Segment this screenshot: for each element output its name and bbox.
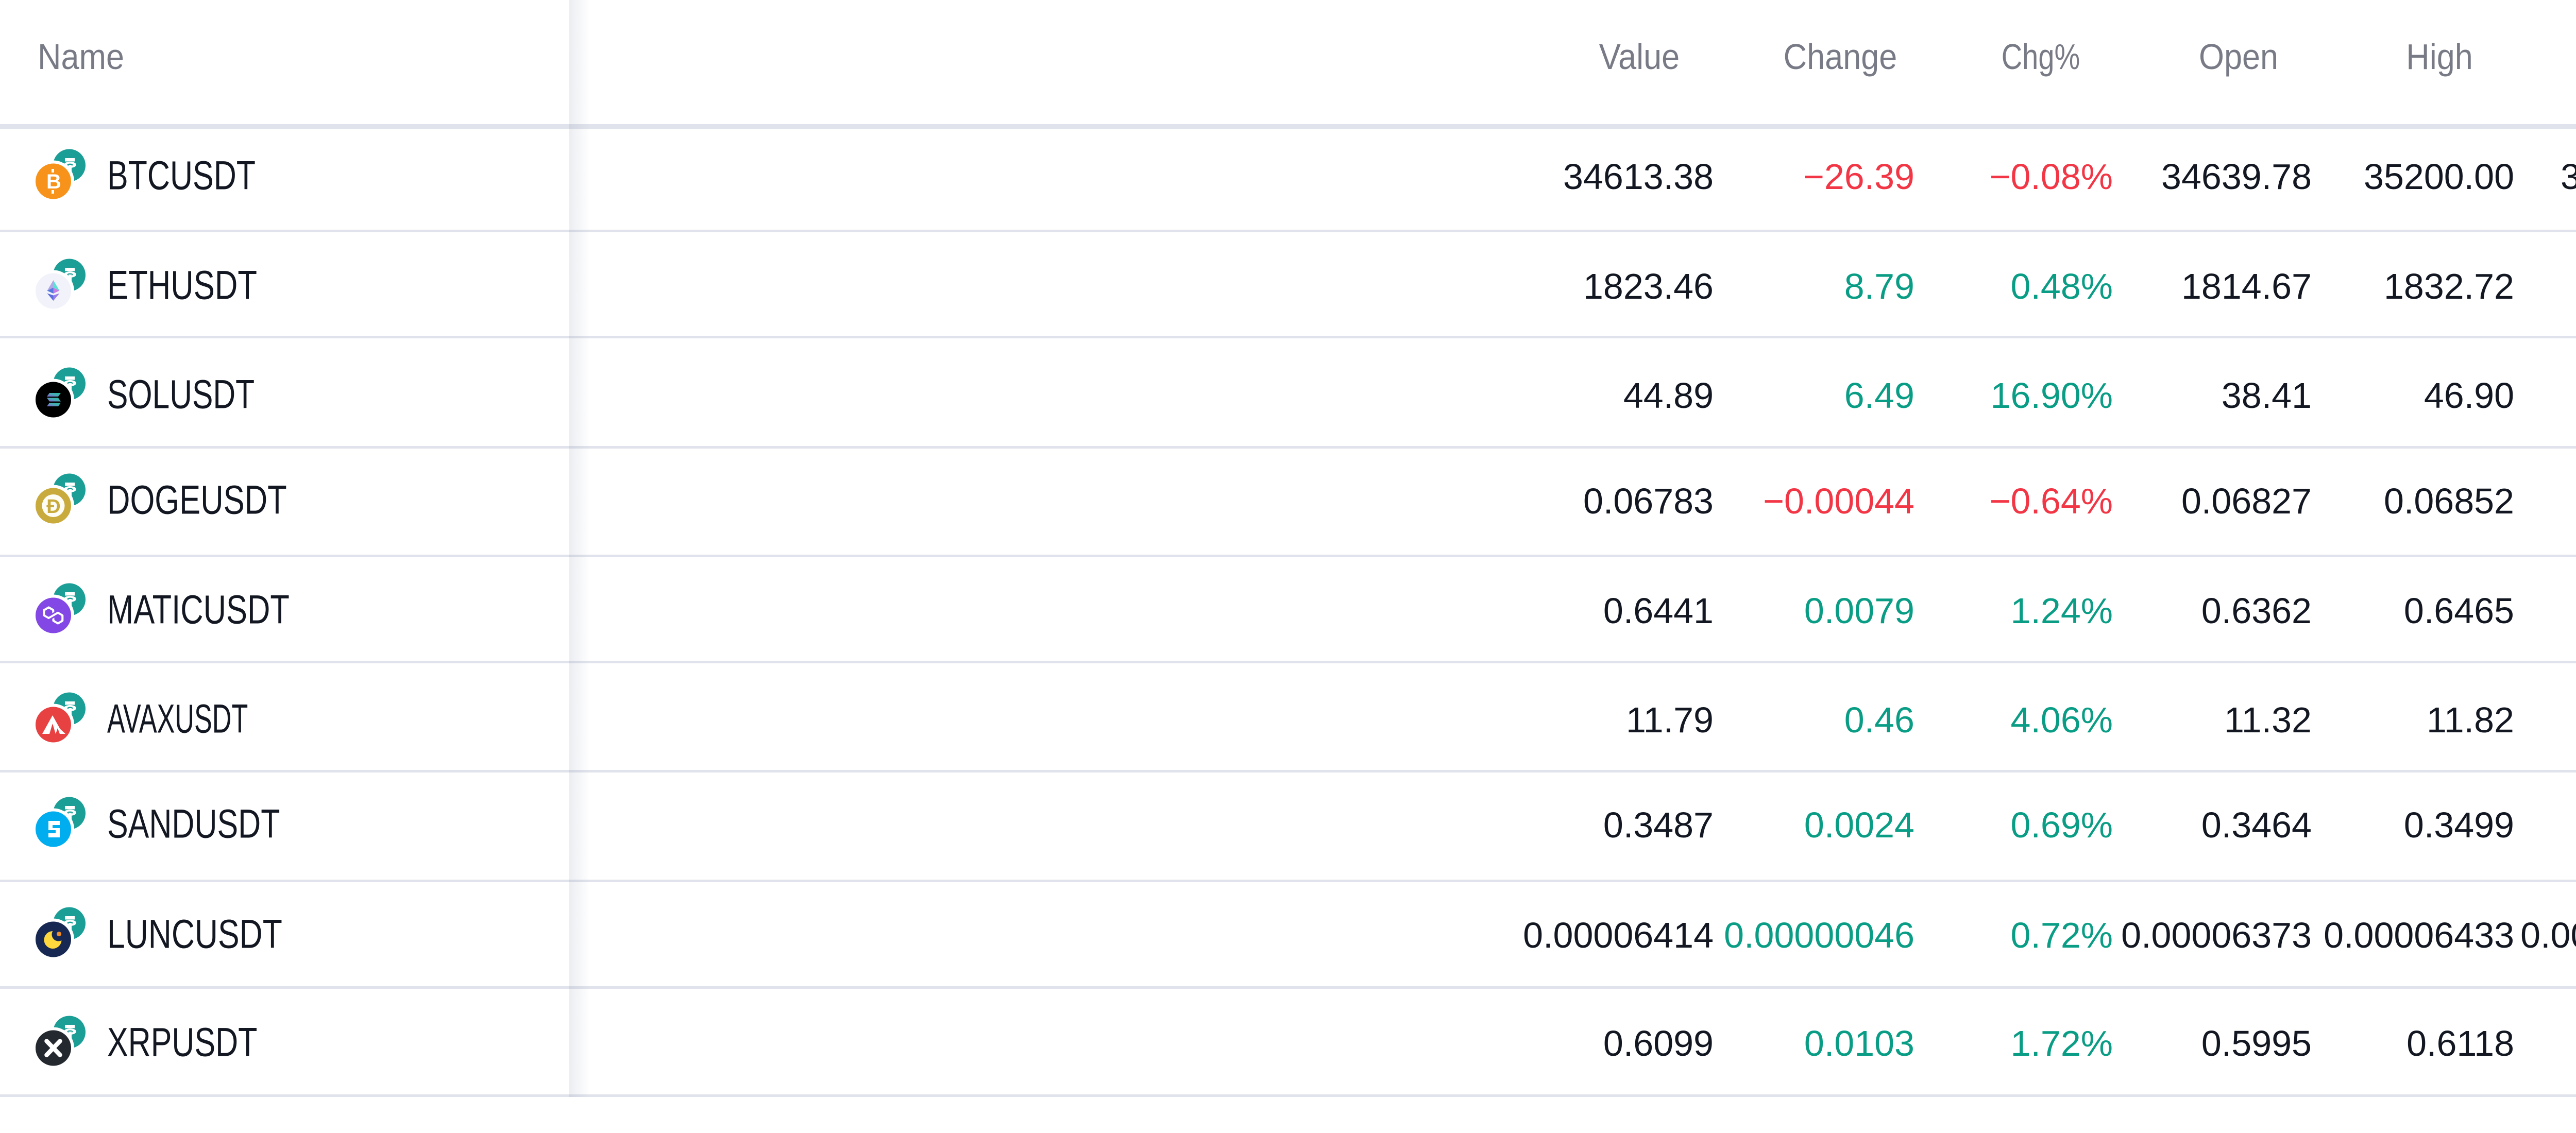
svg-text:B: B (46, 170, 61, 193)
svg-text:Ð: Ð (46, 496, 60, 518)
